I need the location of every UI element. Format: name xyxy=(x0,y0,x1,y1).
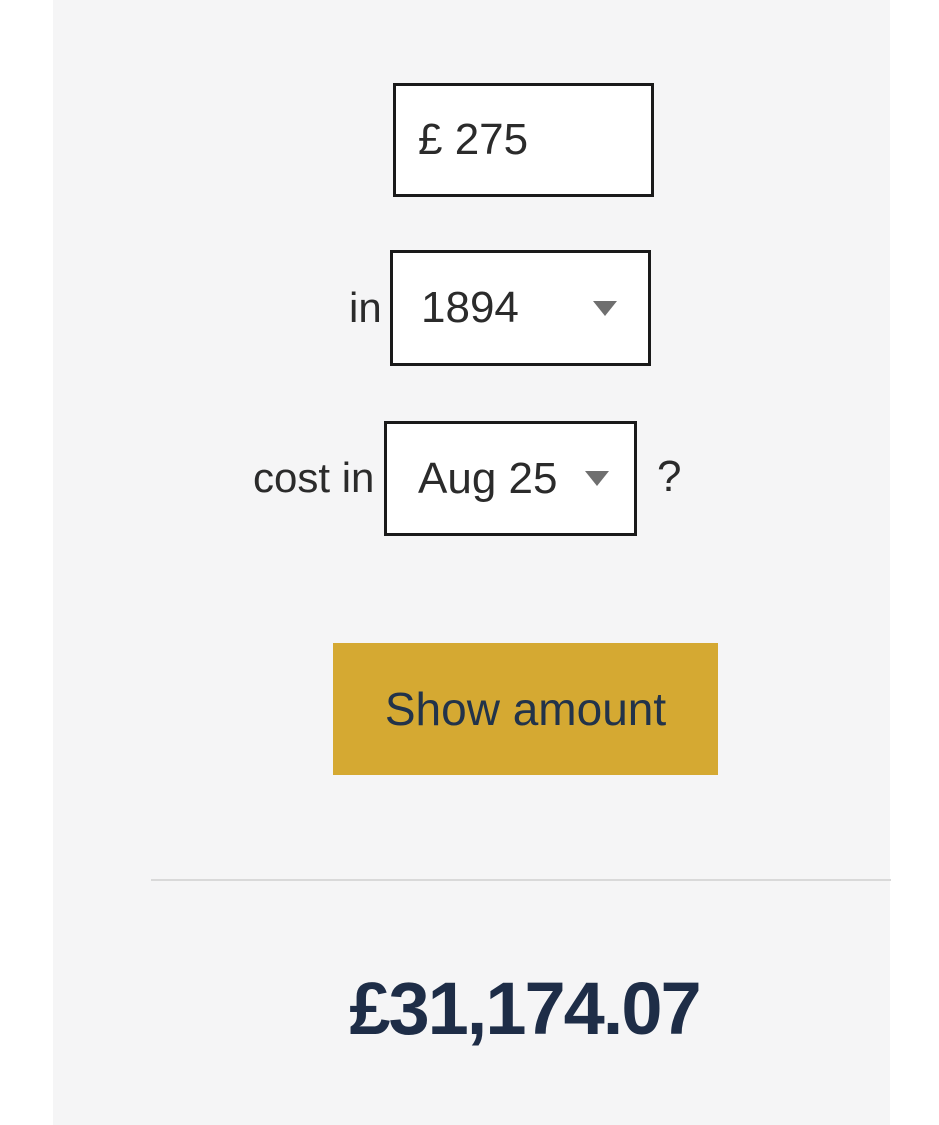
month-select[interactable]: Aug 25 xyxy=(384,421,637,536)
year-select-value: 1894 xyxy=(421,283,519,332)
caret-down-icon xyxy=(585,471,609,486)
show-amount-button[interactable]: Show amount xyxy=(333,643,718,775)
month-select-value: Aug 25 xyxy=(418,453,558,503)
amount-input[interactable] xyxy=(393,83,654,197)
caret-down-icon xyxy=(593,300,617,316)
year-select[interactable]: 1894 xyxy=(390,250,651,366)
month-row-label: cost in xyxy=(253,454,375,501)
question-mark-suffix: ? xyxy=(657,452,682,501)
calculator-panel: in 1894 cost in Aug 25 ? Show amount £31… xyxy=(53,0,891,1125)
year-row-label: in xyxy=(349,284,382,331)
result-amount: £31,174.07 xyxy=(349,967,701,1050)
divider xyxy=(151,879,891,881)
